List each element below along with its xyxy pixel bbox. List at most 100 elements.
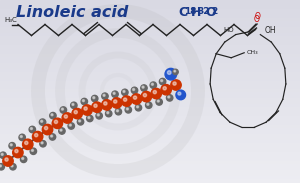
Bar bbox=[0, 181, 300, 182]
Circle shape bbox=[68, 123, 74, 129]
Bar bbox=[0, 79, 300, 80]
Bar bbox=[0, 101, 300, 102]
Bar bbox=[0, 62, 300, 63]
Bar bbox=[0, 138, 300, 139]
Bar bbox=[0, 113, 300, 114]
Bar bbox=[0, 97, 300, 98]
Bar bbox=[0, 23, 300, 24]
Bar bbox=[0, 132, 300, 133]
Circle shape bbox=[88, 117, 90, 119]
Circle shape bbox=[125, 107, 131, 113]
Circle shape bbox=[126, 108, 128, 110]
Circle shape bbox=[25, 141, 28, 145]
Circle shape bbox=[174, 70, 176, 72]
Bar bbox=[0, 24, 300, 25]
Bar bbox=[0, 93, 300, 94]
Circle shape bbox=[161, 80, 163, 82]
Bar bbox=[0, 75, 300, 76]
Bar bbox=[0, 164, 300, 165]
Circle shape bbox=[161, 85, 171, 95]
Bar bbox=[0, 49, 300, 50]
Bar bbox=[0, 176, 300, 177]
Bar bbox=[0, 173, 300, 174]
Bar bbox=[0, 55, 300, 56]
Circle shape bbox=[106, 110, 112, 117]
Circle shape bbox=[112, 98, 122, 108]
Circle shape bbox=[103, 94, 105, 96]
Circle shape bbox=[92, 102, 102, 112]
Bar bbox=[0, 34, 300, 35]
Bar bbox=[0, 87, 300, 88]
Bar bbox=[0, 136, 300, 137]
Bar bbox=[0, 37, 300, 38]
Bar bbox=[0, 31, 300, 32]
Bar bbox=[0, 88, 300, 89]
Bar bbox=[0, 47, 300, 48]
Bar bbox=[0, 19, 300, 20]
Bar bbox=[0, 7, 300, 8]
Bar bbox=[0, 3, 300, 4]
Bar bbox=[0, 179, 300, 180]
Bar bbox=[0, 1, 300, 2]
Bar bbox=[0, 114, 300, 115]
Bar bbox=[0, 124, 300, 125]
Circle shape bbox=[178, 92, 181, 95]
Bar bbox=[0, 178, 300, 179]
Bar bbox=[0, 12, 300, 13]
Circle shape bbox=[41, 142, 43, 144]
Text: O: O bbox=[205, 6, 216, 19]
Bar bbox=[0, 170, 300, 171]
Bar bbox=[0, 102, 300, 103]
Bar bbox=[0, 82, 300, 83]
Bar bbox=[0, 60, 300, 61]
Circle shape bbox=[116, 110, 119, 112]
Circle shape bbox=[77, 119, 84, 125]
Circle shape bbox=[173, 69, 178, 75]
Bar bbox=[0, 54, 300, 55]
Bar bbox=[0, 106, 300, 107]
Bar bbox=[0, 172, 300, 173]
Text: H: H bbox=[191, 6, 201, 19]
Text: C: C bbox=[178, 6, 187, 19]
Circle shape bbox=[96, 113, 102, 119]
Bar bbox=[0, 95, 300, 96]
Circle shape bbox=[143, 94, 147, 97]
Bar bbox=[0, 165, 300, 166]
Circle shape bbox=[9, 143, 15, 149]
Bar bbox=[0, 78, 300, 79]
Bar bbox=[0, 109, 300, 110]
Bar bbox=[0, 157, 300, 158]
Bar bbox=[0, 177, 300, 178]
Bar bbox=[0, 25, 300, 26]
Circle shape bbox=[72, 103, 74, 105]
Bar bbox=[0, 147, 300, 148]
Bar bbox=[0, 166, 300, 167]
Bar bbox=[0, 142, 300, 143]
Text: CH₃: CH₃ bbox=[246, 50, 258, 55]
Bar bbox=[0, 175, 300, 176]
Circle shape bbox=[114, 100, 117, 103]
Circle shape bbox=[30, 128, 32, 130]
Bar bbox=[0, 28, 300, 29]
Circle shape bbox=[60, 129, 62, 131]
Text: H₃C: H₃C bbox=[4, 18, 17, 23]
Bar bbox=[0, 144, 300, 145]
Circle shape bbox=[115, 109, 122, 115]
Bar bbox=[0, 35, 300, 36]
Bar bbox=[0, 154, 300, 155]
Bar bbox=[0, 16, 300, 17]
Bar bbox=[0, 161, 300, 162]
Bar bbox=[0, 48, 300, 49]
Circle shape bbox=[32, 149, 34, 151]
Bar bbox=[0, 110, 300, 111]
Circle shape bbox=[11, 165, 13, 167]
Bar bbox=[0, 112, 300, 113]
Bar bbox=[0, 4, 300, 5]
Bar bbox=[0, 90, 300, 91]
Circle shape bbox=[54, 120, 58, 124]
Bar bbox=[0, 6, 300, 7]
Bar bbox=[0, 15, 300, 16]
Bar bbox=[0, 41, 300, 42]
Bar bbox=[0, 153, 300, 154]
Text: 2: 2 bbox=[212, 7, 218, 16]
